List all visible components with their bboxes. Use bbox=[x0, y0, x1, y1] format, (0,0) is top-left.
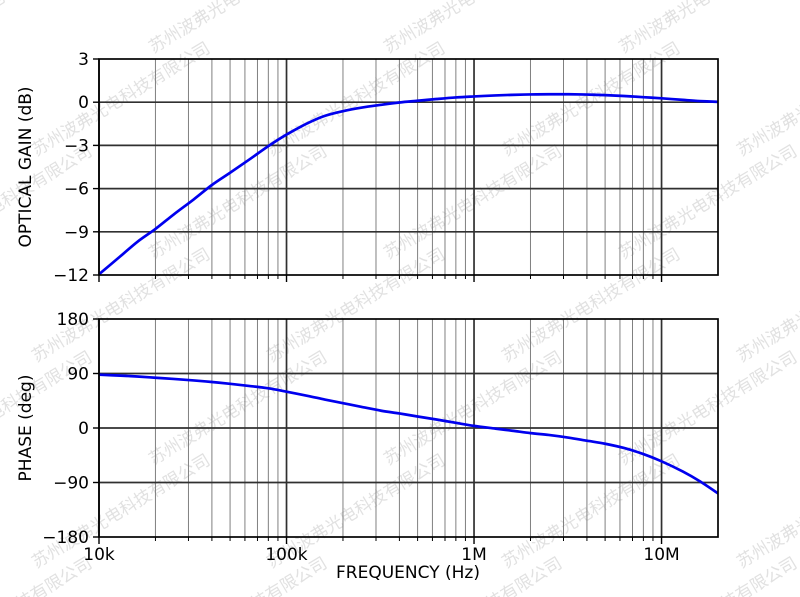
gain-curve bbox=[99, 92, 718, 275]
y-tick-label: 180 bbox=[57, 310, 89, 330]
y-tick-label: −6 bbox=[64, 180, 89, 200]
y-tick-label: 0 bbox=[78, 93, 89, 113]
y-tick-label: −180 bbox=[42, 528, 89, 548]
x-tick-label: 10k bbox=[83, 545, 115, 565]
phase-y-axis-label: PHASE (deg) bbox=[16, 375, 36, 482]
phase-curve bbox=[99, 373, 718, 495]
plot-border bbox=[98, 58, 719, 276]
gain-y-axis-label: OPTICAL GAIN (dB) bbox=[16, 86, 36, 247]
x-tick-label: 1M bbox=[461, 545, 486, 565]
y-tick-label: −90 bbox=[53, 474, 89, 494]
x-tick-label: 10M bbox=[643, 545, 679, 565]
y-tick-label: −3 bbox=[64, 136, 89, 156]
x-tick-label: 100k bbox=[265, 545, 307, 565]
y-tick-label: 90 bbox=[67, 365, 89, 385]
y-tick-label: −12 bbox=[53, 266, 89, 286]
gain-plot: 3 0 −3 −6 −9 −12 bbox=[53, 50, 719, 286]
y-tick-label: −9 bbox=[64, 223, 89, 243]
y-tick-label: 3 bbox=[78, 50, 89, 70]
y-tick-label: 0 bbox=[78, 419, 89, 439]
plot-border bbox=[98, 318, 719, 538]
x-axis-label: FREQUENCY (Hz) bbox=[336, 563, 480, 583]
